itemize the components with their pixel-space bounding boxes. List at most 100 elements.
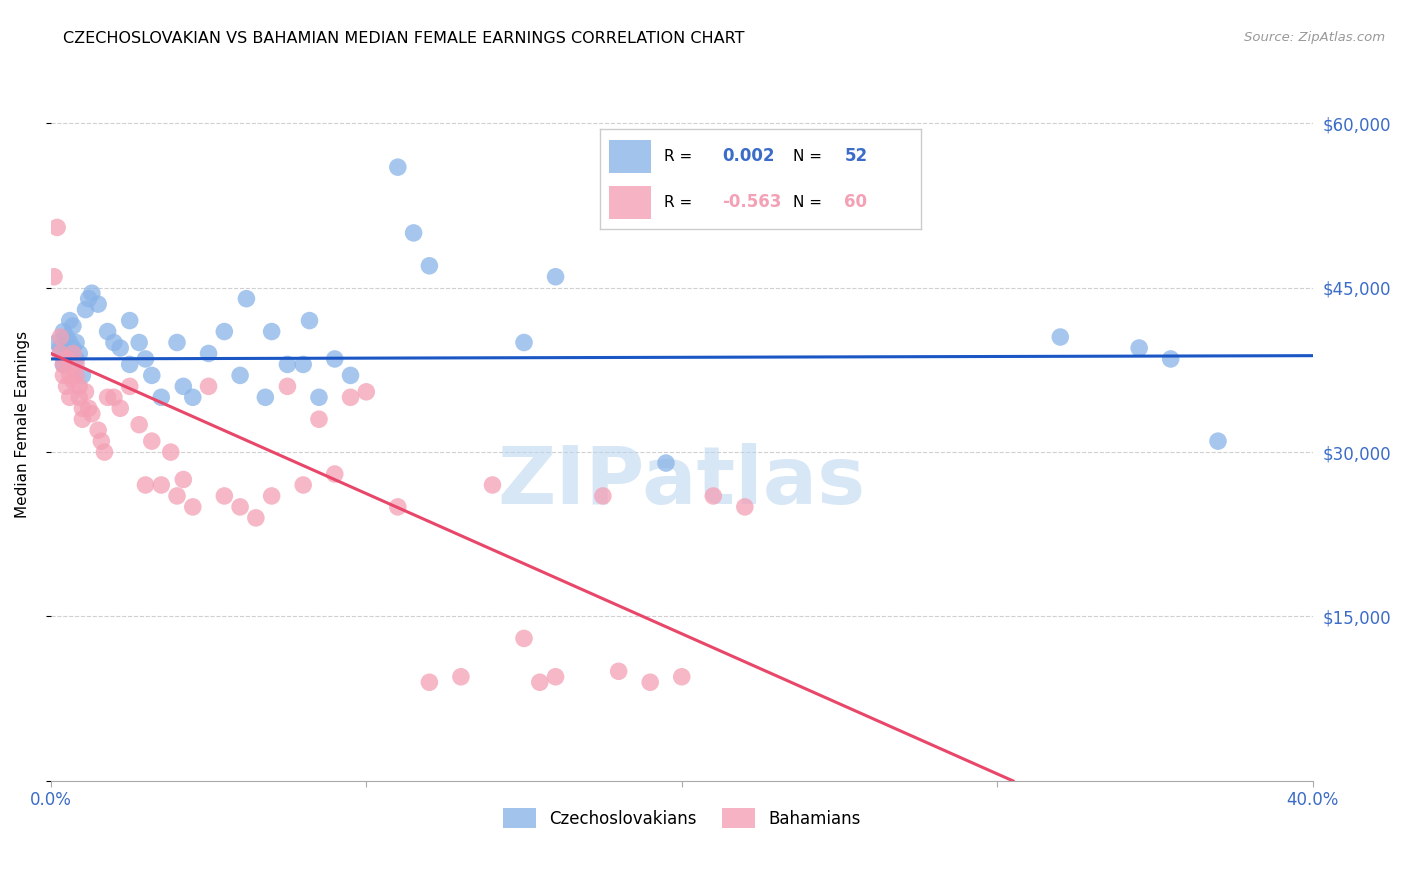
Point xyxy=(339,368,361,383)
Point xyxy=(55,346,77,360)
Point xyxy=(308,412,330,426)
Point xyxy=(197,379,219,393)
Point xyxy=(323,467,346,481)
Point xyxy=(46,220,69,235)
Point xyxy=(49,341,72,355)
Point xyxy=(93,445,115,459)
Point xyxy=(418,259,440,273)
Point xyxy=(118,313,141,327)
Point xyxy=(214,489,236,503)
Point xyxy=(339,390,361,404)
Point xyxy=(67,379,90,393)
Point xyxy=(46,335,69,350)
Point xyxy=(356,384,378,399)
Point xyxy=(141,434,163,449)
Point xyxy=(52,358,75,372)
Point xyxy=(513,335,536,350)
Point xyxy=(80,407,103,421)
Point xyxy=(734,500,756,514)
Point xyxy=(62,319,84,334)
Point xyxy=(308,390,330,404)
Point xyxy=(544,269,567,284)
Point xyxy=(52,325,75,339)
Point xyxy=(65,351,87,366)
Point xyxy=(134,351,156,366)
Point xyxy=(90,434,112,449)
Legend: Czechoslovakians, Bahamians: Czechoslovakians, Bahamians xyxy=(496,802,868,834)
Point xyxy=(481,478,503,492)
Point xyxy=(260,325,283,339)
Point xyxy=(52,358,75,372)
Point xyxy=(607,665,630,679)
Point xyxy=(75,384,97,399)
Point xyxy=(387,500,409,514)
Point xyxy=(276,379,298,393)
Point xyxy=(67,346,90,360)
Point xyxy=(42,269,65,284)
Point xyxy=(72,401,94,416)
Point xyxy=(62,346,84,360)
Point xyxy=(166,335,188,350)
Point xyxy=(49,330,72,344)
Point xyxy=(97,325,120,339)
Point xyxy=(65,368,87,383)
Point xyxy=(254,390,277,404)
Point xyxy=(118,379,141,393)
Point xyxy=(128,417,150,432)
Text: ZIPatlas: ZIPatlas xyxy=(498,442,866,521)
Point xyxy=(702,489,724,503)
Point xyxy=(110,401,132,416)
Point xyxy=(59,368,82,383)
Point xyxy=(52,368,75,383)
Point xyxy=(229,368,252,383)
Point xyxy=(655,456,678,470)
Point xyxy=(103,390,125,404)
Point xyxy=(450,670,472,684)
Point xyxy=(166,489,188,503)
Y-axis label: Median Female Earnings: Median Female Earnings xyxy=(15,331,30,518)
Point xyxy=(214,325,236,339)
Point xyxy=(197,346,219,360)
Point xyxy=(276,358,298,372)
Point xyxy=(97,390,120,404)
Point xyxy=(87,423,110,437)
Point xyxy=(292,358,315,372)
Point xyxy=(298,313,321,327)
Point xyxy=(110,341,132,355)
Point xyxy=(592,489,614,503)
Point xyxy=(529,675,551,690)
Point xyxy=(103,335,125,350)
Point xyxy=(150,478,173,492)
Point xyxy=(118,358,141,372)
Point xyxy=(245,511,267,525)
Point xyxy=(402,226,425,240)
Point xyxy=(159,445,181,459)
Point xyxy=(77,401,100,416)
Point xyxy=(59,390,82,404)
Point xyxy=(181,390,204,404)
Point xyxy=(72,368,94,383)
Point xyxy=(418,675,440,690)
Point xyxy=(80,286,103,301)
Point xyxy=(235,292,257,306)
Point xyxy=(671,670,693,684)
Point xyxy=(1160,351,1182,366)
Point xyxy=(134,478,156,492)
Point xyxy=(150,390,173,404)
Point xyxy=(77,292,100,306)
Point xyxy=(544,670,567,684)
Point xyxy=(141,368,163,383)
Point xyxy=(172,379,194,393)
Point xyxy=(638,675,661,690)
Point xyxy=(128,335,150,350)
Point xyxy=(1128,341,1150,355)
Point xyxy=(49,346,72,360)
Point xyxy=(292,478,315,492)
Point xyxy=(75,302,97,317)
Point xyxy=(65,335,87,350)
Point xyxy=(55,379,77,393)
Point xyxy=(59,335,82,350)
Point xyxy=(59,313,82,327)
Point xyxy=(55,330,77,344)
Point xyxy=(323,351,346,366)
